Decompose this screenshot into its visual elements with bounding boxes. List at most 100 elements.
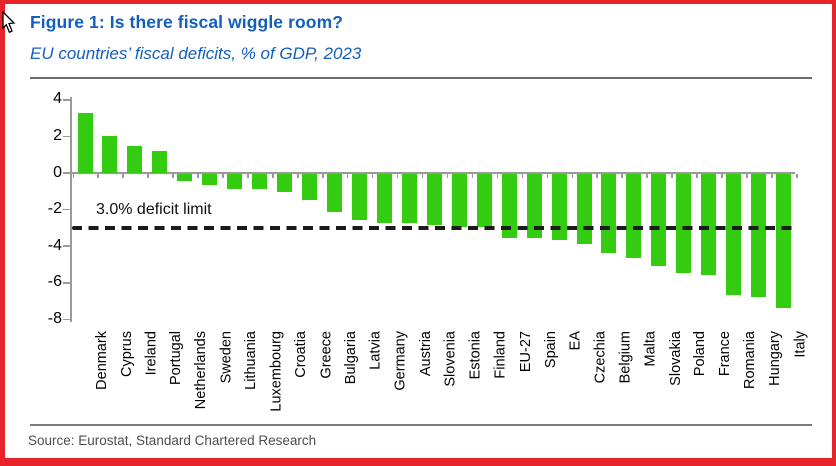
y-axis-tick-label: 4 (53, 90, 62, 108)
category-axis-tick (147, 174, 149, 178)
bar-hungary (751, 174, 767, 297)
category-axis-tick (621, 174, 623, 178)
category-axis-tick (172, 174, 174, 178)
bar-slovenia (426, 174, 442, 226)
bar-spain (526, 174, 542, 239)
y-axis-tick-label: 2 (53, 126, 62, 144)
x-axis-label-malta: Malta (642, 331, 659, 367)
category-axis-tick (671, 174, 673, 178)
y-axis-tick (63, 99, 70, 101)
category-axis-tick (471, 174, 474, 178)
category-axis-tick (746, 174, 748, 178)
bar-luxembourg (252, 174, 268, 189)
source-note: Source: Eurostat, Standard Chartered Res… (28, 433, 317, 448)
bar-bulgaria (327, 174, 342, 213)
footer-divider (30, 424, 812, 426)
deficit-limit-line (72, 225, 793, 230)
y-axis-tick (63, 172, 70, 174)
x-axis-label-ireland: Ireland (143, 331, 160, 376)
y-axis-tick (63, 282, 70, 284)
x-axis-label-romania: Romania (742, 331, 759, 390)
category-axis-tick (247, 174, 249, 178)
y-axis-tick (63, 318, 70, 321)
y-axis-tick-label: -4 (47, 236, 62, 254)
y-axis-tick-label: -8 (47, 309, 62, 327)
header-divider (30, 77, 812, 79)
category-axis-tick (546, 174, 549, 178)
x-axis-label-spain: Spain (542, 331, 559, 369)
x-axis-label-luxembourg: Luxembourg (268, 331, 285, 412)
bar-belgium (601, 174, 617, 253)
category-axis-tick (446, 174, 449, 178)
bar-germany (376, 174, 392, 224)
x-axis-label-cyprus: Cyprus (118, 331, 135, 377)
bar-ea (551, 174, 567, 240)
category-axis-tick (796, 174, 798, 178)
bar-romania (726, 174, 742, 295)
figure-background (5, 4, 832, 458)
category-axis-tick (571, 174, 574, 178)
x-axis-label-bulgaria: Bulgaria (343, 331, 359, 385)
x-axis-label-poland: Poland (692, 331, 709, 377)
x-axis-label-slovenia: Slovenia (442, 331, 459, 387)
x-axis-label-hungary: Hungary (767, 331, 784, 386)
bar-eu-27 (501, 174, 517, 239)
bar-slovakia (651, 174, 667, 266)
category-axis-tick (771, 174, 773, 178)
bar-denmark (77, 112, 93, 173)
deficit-limit-label: 3.0% deficit limit (96, 200, 212, 218)
bar-sweden (202, 174, 218, 185)
bar-france (701, 174, 717, 275)
x-axis-label-eu-27: EU-27 (517, 331, 534, 373)
x-axis-label-lithuania: Lithuania (243, 331, 260, 390)
category-axis-tick (596, 174, 598, 178)
bar-estonia (451, 174, 467, 228)
bar-cyprus (102, 136, 118, 173)
x-axis-label-finland: Finland (492, 331, 509, 379)
x-axis-label-czechia: Czechia (592, 331, 609, 384)
x-axis-label-austria: Austria (417, 331, 434, 377)
x-axis-label-croatia: Croatia (293, 331, 310, 378)
bar-ireland (127, 145, 143, 173)
x-axis-label-portugal: Portugal (168, 331, 185, 386)
x-axis-label-italy: Italy (792, 331, 809, 358)
category-axis-tick (222, 174, 224, 178)
category-axis-tick (646, 174, 648, 178)
category-axis-line (70, 172, 795, 174)
x-axis-label-netherlands: Netherlands (193, 331, 210, 410)
category-axis-tick (97, 174, 99, 178)
category-axis-tick (322, 174, 324, 178)
category-axis-tick (297, 174, 299, 178)
bar-italy (776, 174, 792, 308)
bar-malta (626, 174, 642, 259)
category-axis-tick (496, 174, 499, 178)
category-axis-tick (197, 174, 199, 178)
figure-subtitle: EU countries’ fiscal deficits, % of GDP,… (30, 44, 362, 63)
y-axis-tick-label: -6 (47, 273, 62, 291)
x-axis-label-denmark: Denmark (93, 331, 110, 390)
x-axis-label-ea: EA (567, 331, 584, 351)
category-axis-tick (396, 174, 399, 178)
y-axis-tick (63, 135, 70, 138)
bar-latvia (351, 174, 367, 220)
x-axis-label-estonia: Estonia (467, 331, 484, 380)
x-axis-label-greece: Greece (318, 331, 335, 379)
bar-portugal (152, 151, 168, 173)
x-axis-label-latvia: Latvia (367, 331, 384, 370)
y-axis-line (70, 97, 72, 322)
category-axis-tick (521, 174, 524, 178)
bar-netherlands (177, 174, 193, 182)
x-axis-label-belgium: Belgium (617, 331, 634, 384)
y-axis-tick (63, 208, 70, 211)
bar-finland (476, 174, 492, 228)
bar-czechia (576, 174, 592, 244)
y-axis-tick-label: -2 (47, 200, 62, 218)
x-axis-label-germany: Germany (392, 331, 409, 391)
bar-greece (302, 174, 318, 200)
bar-croatia (277, 174, 293, 193)
bar-austria (401, 174, 417, 224)
x-axis-label-slovakia: Slovakia (667, 331, 684, 386)
y-axis-tick-label: 0 (53, 163, 62, 181)
